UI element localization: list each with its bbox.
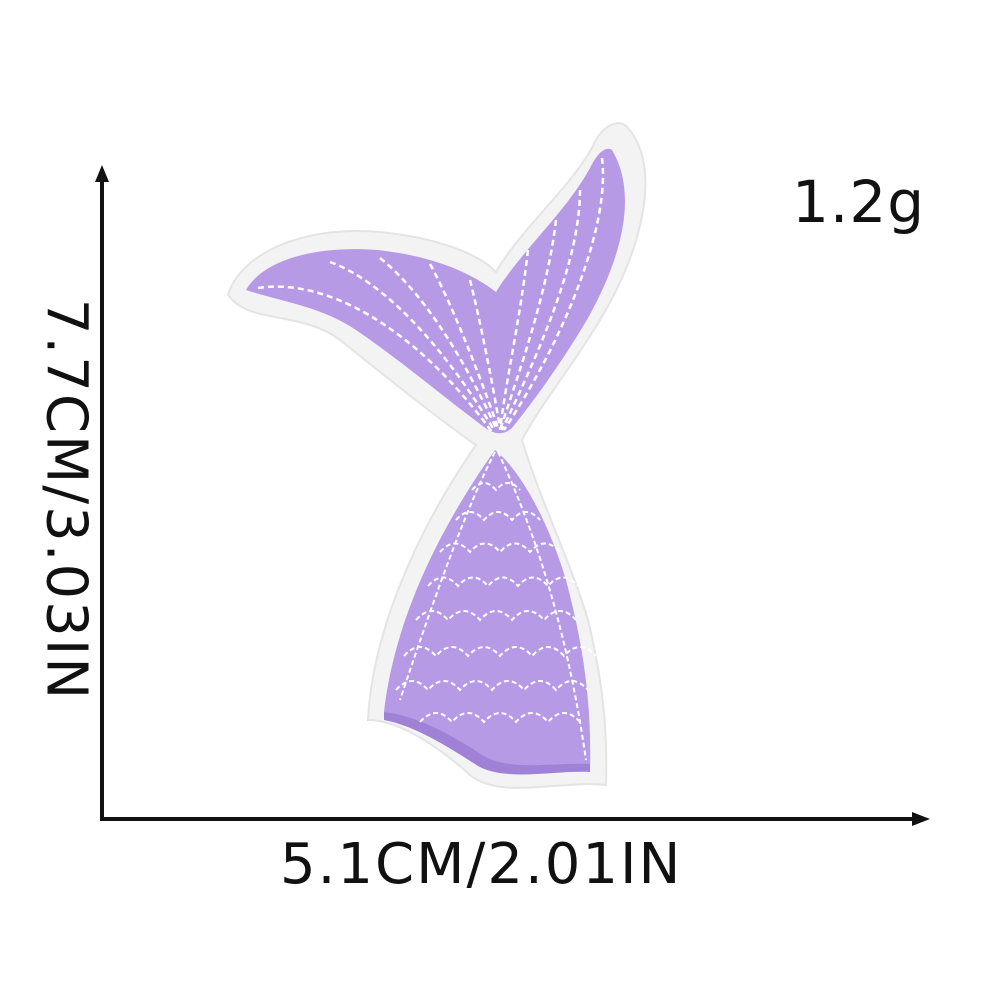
fin-stitch-lines [257, 157, 605, 433]
weight-label: 1.2g [792, 168, 926, 236]
width-dimension-arrow [100, 812, 930, 826]
scale-stitch-pattern [395, 451, 597, 761]
tail-fluke-fill [246, 148, 625, 434]
tail-hem-fill [384, 712, 590, 775]
height-dimension-arrow [95, 165, 109, 820]
height-dimension-label: 7.7CM/3.03IN [33, 298, 99, 702]
tail-body-fill [384, 450, 591, 772]
mermaid-tail-patch [226, 122, 647, 789]
width-dimension-label: 5.1CM/2.01IN [280, 832, 683, 897]
